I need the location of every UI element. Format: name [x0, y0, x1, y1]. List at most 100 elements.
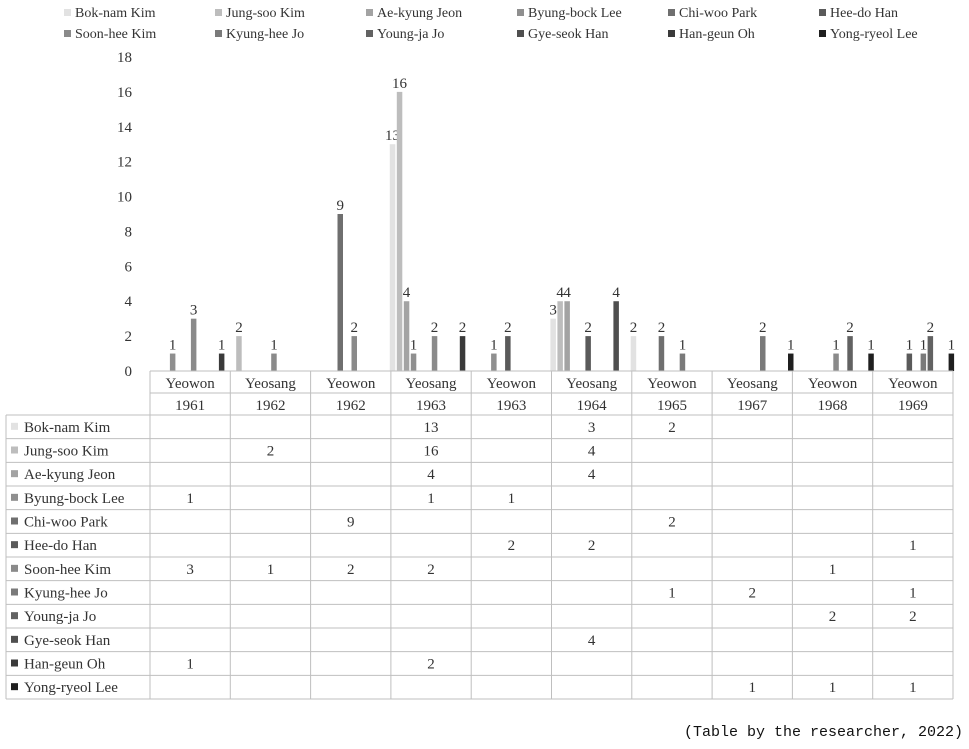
legend-entry: Kyung-hee Jo — [226, 27, 304, 42]
table-cell-value: 2 — [347, 562, 355, 578]
x-category-year: 1962 — [255, 398, 285, 414]
bar — [550, 318, 556, 371]
bar — [906, 353, 913, 371]
data-label: 2 — [759, 320, 767, 336]
x-category-place: Yeowon — [165, 376, 215, 392]
y-tick-label: 8 — [125, 224, 133, 240]
bar — [788, 353, 794, 371]
x-category-place: Yeosang — [727, 376, 778, 392]
bar — [396, 91, 403, 371]
legend-swatch — [64, 30, 71, 37]
bar — [403, 301, 410, 371]
y-tick-label: 18 — [117, 50, 132, 66]
data-label: 3 — [549, 303, 557, 319]
y-tick-label: 0 — [125, 364, 133, 380]
data-label: 1 — [410, 338, 418, 354]
legend-entry: Soon-hee Kim — [75, 27, 156, 42]
legend-entry: Byung-bock Lee — [528, 6, 622, 21]
legend-entry: Han-geun Oh — [679, 27, 755, 42]
bar — [630, 336, 637, 371]
table-cell-value: 4 — [427, 467, 435, 483]
table-cell-value: 1 — [186, 491, 194, 507]
data-label: 2 — [658, 320, 666, 336]
legend-swatch — [366, 9, 373, 16]
data-label: 4 — [563, 285, 571, 301]
bar — [927, 336, 934, 371]
legend-entry: Bok-nam Kim — [75, 6, 156, 21]
table-cell-value: 4 — [588, 467, 596, 483]
data-label: 1 — [490, 338, 498, 354]
table-row-swatch — [11, 612, 18, 620]
data-label: 1 — [867, 338, 875, 354]
x-category-place: Yeowon — [487, 376, 537, 392]
table-row-swatch — [11, 635, 18, 643]
legend-swatch — [215, 9, 222, 16]
table-row-swatch — [11, 517, 18, 525]
x-category-place: Yeowon — [808, 376, 858, 392]
legend-swatch — [819, 30, 826, 37]
data-label: 13 — [385, 128, 400, 144]
legend-swatch — [668, 9, 675, 16]
legend-entry: Ae-kyung Jeon — [377, 6, 462, 21]
table-row-label: Soon-hee Kim — [24, 562, 111, 578]
table-cell-value: 1 — [427, 491, 435, 507]
data-label: 2 — [630, 320, 638, 336]
x-category-year: 1965 — [657, 398, 687, 414]
legend-entry: Gye-seok Han — [528, 27, 608, 42]
table-row-label: Kyung-hee Jo — [24, 586, 108, 602]
table-cell-value: 3 — [186, 562, 194, 578]
bar — [920, 353, 927, 371]
data-label: 1 — [832, 338, 840, 354]
bar — [868, 353, 874, 371]
table-row-swatch — [11, 659, 18, 667]
y-tick-label: 12 — [117, 155, 132, 171]
bar — [389, 144, 396, 371]
data-label: 16 — [392, 76, 408, 92]
legend-swatch — [517, 9, 524, 16]
table-row-label: Yong-ryeol Lee — [24, 680, 118, 696]
table-row-label: Hee-do Han — [24, 538, 97, 554]
legend-swatch — [668, 30, 675, 37]
legend-swatch — [366, 30, 373, 37]
legend-entry: Hee-do Han — [830, 6, 898, 21]
table-cell-value: 1 — [668, 586, 676, 602]
bar — [431, 336, 438, 371]
legend-entry: Chi-woo Park — [679, 6, 757, 21]
bar — [564, 301, 570, 371]
legend-swatch — [64, 9, 71, 16]
bar — [613, 301, 619, 371]
y-tick-label: 14 — [117, 120, 133, 136]
table-row-swatch — [11, 683, 18, 691]
data-label: 2 — [846, 320, 854, 336]
data-label: 1 — [679, 338, 687, 354]
table-cell-value: 1 — [909, 538, 917, 554]
legend-swatch — [819, 9, 826, 16]
table-cell-value: 2 — [588, 538, 596, 554]
table-cell-value: 2 — [267, 444, 275, 460]
table-cell-value: 4 — [588, 633, 596, 649]
legend-entry: Young-ja Jo — [377, 27, 444, 42]
table-cell-value: 1 — [829, 562, 837, 578]
table-row-label: Chi-woo Park — [24, 515, 108, 531]
bar — [169, 353, 176, 371]
source-note: (Table by the researcher, 2022) — [683, 724, 963, 741]
legend-swatch — [215, 30, 222, 37]
bar — [190, 318, 197, 371]
table-cell-value: 1 — [186, 657, 194, 673]
x-category-place: Yeowon — [647, 376, 697, 392]
legend-entry: Jung-soo Kim — [226, 6, 305, 21]
table-row-label: Gye-seok Han — [24, 633, 111, 649]
table-row-swatch — [11, 541, 18, 549]
table-row-label: Jung-soo Kim — [24, 444, 109, 460]
bar — [271, 353, 277, 371]
data-label: 4 — [556, 285, 564, 301]
data-label: 1 — [948, 338, 956, 354]
bar — [459, 336, 466, 371]
data-label: 4 — [612, 285, 620, 301]
x-category-place: Yeosang — [406, 376, 457, 392]
table-row-swatch — [11, 564, 18, 572]
bar — [505, 336, 511, 371]
x-category-year: 1962 — [336, 398, 366, 414]
table-cell-value: 1 — [749, 680, 757, 696]
